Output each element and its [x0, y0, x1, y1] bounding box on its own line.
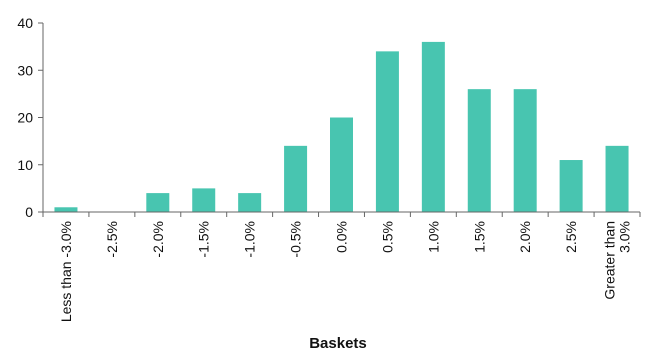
x-tick-label: 0.5% [379, 221, 395, 253]
y-tick-label: 10 [17, 157, 33, 173]
x-tick-label: 0.0% [334, 221, 350, 253]
x-tick-label: 2.5% [563, 221, 579, 253]
y-tick-label: 40 [17, 15, 33, 31]
x-tick-label: 1.5% [471, 221, 487, 253]
axes-layer [38, 22, 641, 217]
bar [605, 145, 629, 212]
bar [146, 193, 170, 212]
x-tick-label: -1.0% [242, 221, 258, 258]
x-tick-label: 2.0% [517, 221, 533, 253]
bar [421, 41, 445, 213]
bar [54, 207, 78, 212]
y-tick-label: 20 [17, 110, 33, 126]
x-tick-label: 1.0% [425, 221, 441, 253]
bar [375, 51, 399, 212]
x-tick-label: -2.5% [104, 221, 120, 258]
x-tick-label: -1.5% [196, 221, 212, 258]
labels-layer: 0 10 20 30 40 Less than -3.0% -2.5% -2.0% -1.5% -… [17, 15, 632, 322]
y-tick-label: 0 [25, 204, 33, 220]
x-tick-label: -2.0% [150, 221, 166, 258]
bars-layer [54, 41, 629, 213]
bar [284, 145, 308, 212]
bar [330, 117, 353, 212]
x-axis-title: Baskets [309, 335, 367, 352]
bar [192, 188, 216, 213]
bar [559, 160, 583, 212]
y-tick-label: 30 [17, 62, 33, 78]
bar [238, 193, 262, 212]
bar [513, 89, 537, 212]
bar [467, 89, 491, 212]
x-tick-label: Less than -3.0% [58, 221, 74, 322]
x-tick-label: -0.5% [288, 221, 304, 258]
x-tick-label: Greater than3.0% [602, 221, 633, 300]
